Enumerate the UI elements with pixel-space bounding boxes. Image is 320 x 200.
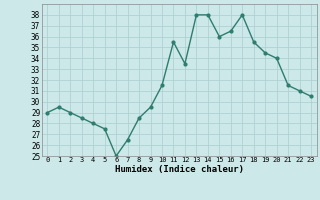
X-axis label: Humidex (Indice chaleur): Humidex (Indice chaleur) bbox=[115, 165, 244, 174]
